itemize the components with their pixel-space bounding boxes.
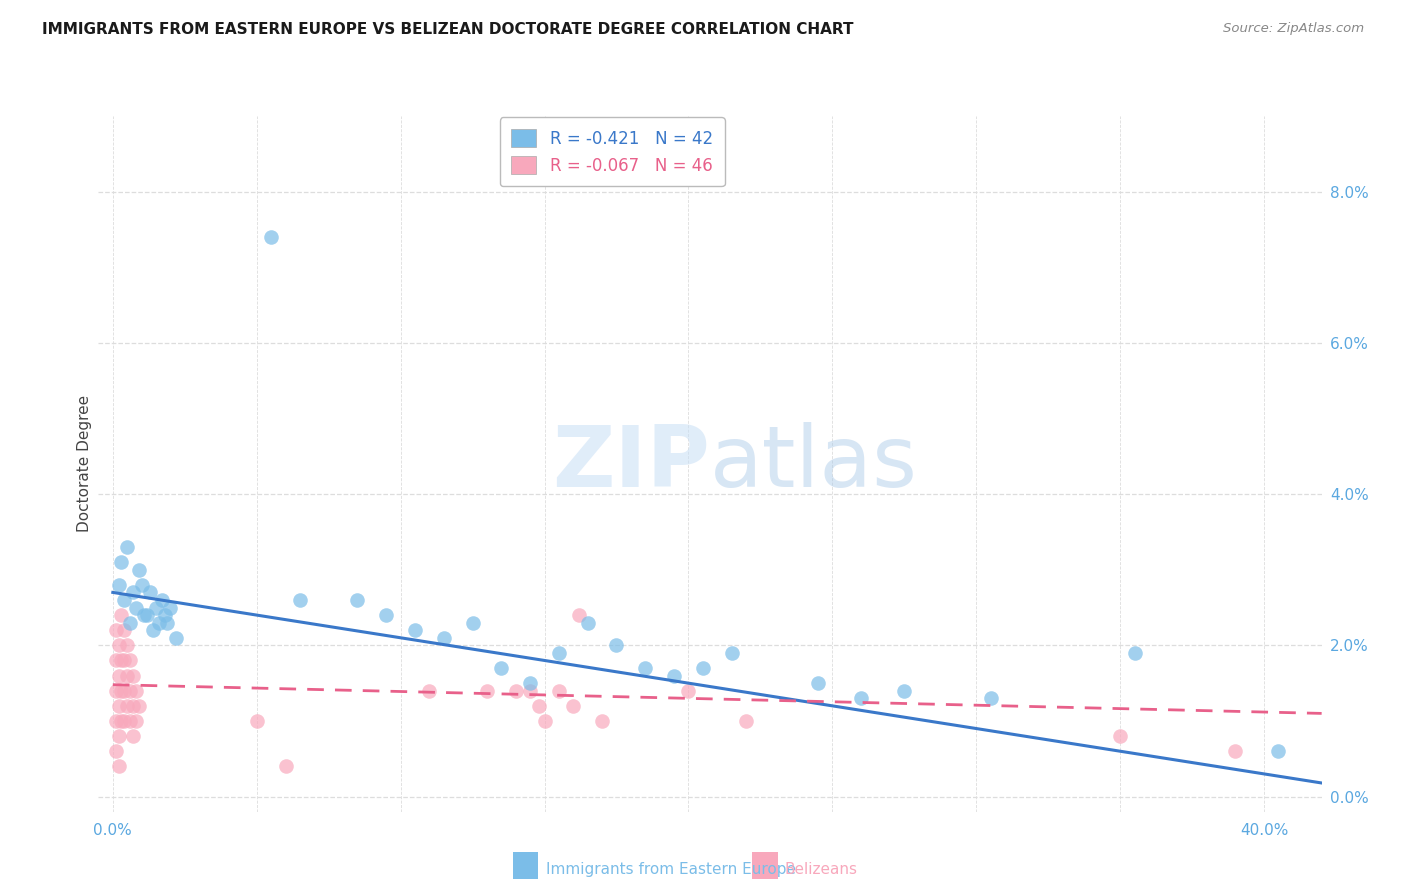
Point [678,683,700,698]
Legend: R = -0.421   N = 42, R = -0.067   N = 46: R = -0.421 N = 42, R = -0.067 N = 46 [499,118,724,186]
Point [505,683,527,698]
Point [107,729,129,743]
Point [849,691,872,706]
Point [120,714,142,728]
Point [159,600,181,615]
Point [562,698,585,713]
Point [110,608,132,623]
Point [104,624,127,638]
Point [576,615,599,630]
Point [115,698,138,713]
Text: ZIP: ZIP [553,422,710,506]
Point [375,608,398,623]
Point [104,744,127,758]
Point [1267,744,1289,758]
Point [110,555,132,569]
Point [246,714,269,728]
Point [122,668,145,682]
Point [662,668,685,682]
Point [893,683,915,698]
Point [110,683,132,698]
Point [153,608,176,623]
Point [605,638,627,652]
Point [120,653,142,667]
Point [150,593,173,607]
Point [112,593,135,607]
Point [112,653,135,667]
Point [404,624,426,638]
Point [533,714,555,728]
Point [104,653,127,667]
Point [110,714,132,728]
Point [107,578,129,592]
Point [433,631,456,645]
Point [115,638,138,652]
Point [120,683,142,698]
Point [527,698,550,713]
Y-axis label: Doctorate Degree: Doctorate Degree [77,395,91,533]
Point [107,638,129,652]
Point [1225,744,1247,758]
Point [288,593,311,607]
Point [112,683,135,698]
Point [591,714,613,728]
Text: atlas: atlas [710,422,918,506]
Point [548,683,571,698]
Point [142,624,165,638]
Point [807,676,830,690]
Point [110,653,132,667]
Point [125,600,148,615]
Point [120,615,142,630]
Text: Source: ZipAtlas.com: Source: ZipAtlas.com [1223,22,1364,36]
Point [104,714,127,728]
Point [491,661,513,675]
Point [115,668,138,682]
Point [107,698,129,713]
Point [548,646,571,660]
Point [104,683,127,698]
Point [128,698,150,713]
Text: Belizeans: Belizeans [785,863,858,877]
Point [692,661,714,675]
Point [156,615,179,630]
Point [136,608,159,623]
Point [720,646,742,660]
Point [165,631,187,645]
Point [128,563,150,577]
Point [112,714,135,728]
Point [260,230,283,244]
Point [634,661,657,675]
Point [122,729,145,743]
Point [274,759,297,773]
Point [735,714,758,728]
Point [122,698,145,713]
Point [418,683,440,698]
Point [475,683,498,698]
Point [145,600,167,615]
Point [519,683,541,698]
Point [1109,729,1132,743]
Point [125,683,148,698]
Point [115,540,138,554]
Point [122,585,145,599]
Point [461,615,484,630]
Point [139,585,162,599]
Point [112,624,135,638]
Point [125,714,148,728]
Point [107,668,129,682]
Point [134,608,156,623]
Point [148,615,170,630]
Point [980,691,1002,706]
Point [131,578,153,592]
Text: Immigrants from Eastern Europe: Immigrants from Eastern Europe [546,863,796,877]
Point [1123,646,1146,660]
Point [568,608,591,623]
Point [519,676,541,690]
Text: IMMIGRANTS FROM EASTERN EUROPE VS BELIZEAN DOCTORATE DEGREE CORRELATION CHART: IMMIGRANTS FROM EASTERN EUROPE VS BELIZE… [42,22,853,37]
Point [107,759,129,773]
Point [346,593,368,607]
